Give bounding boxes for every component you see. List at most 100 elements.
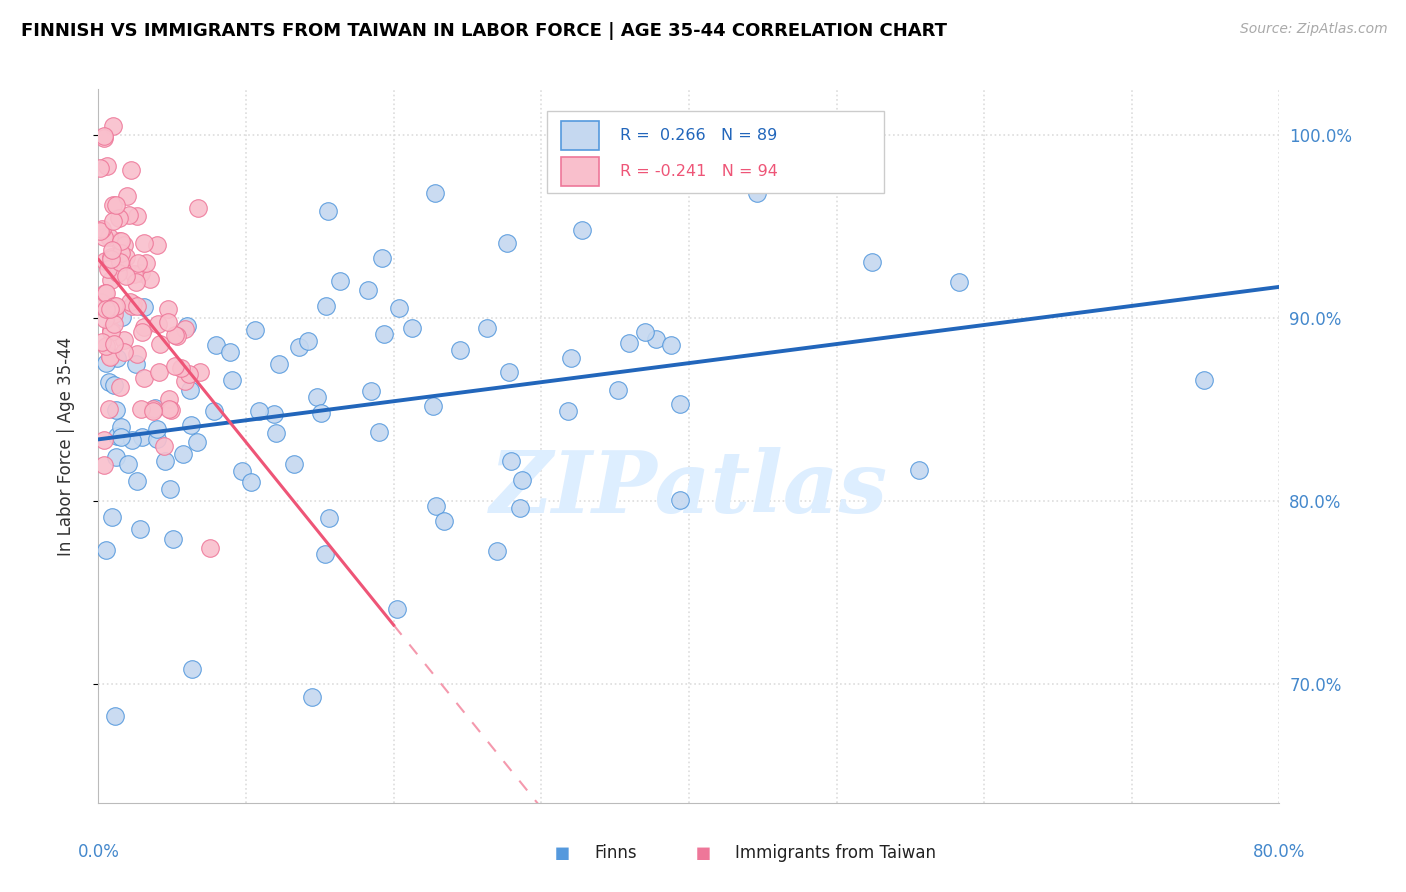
Point bbox=[128, 522, 150, 536]
Point bbox=[172, 447, 194, 461]
Point bbox=[96, 159, 118, 173]
Point bbox=[120, 163, 142, 178]
Point bbox=[114, 250, 136, 264]
Point bbox=[129, 401, 152, 416]
Text: Finns: Finns bbox=[595, 844, 637, 862]
Point bbox=[243, 323, 266, 337]
Point bbox=[110, 430, 132, 444]
Point bbox=[93, 230, 115, 244]
Point bbox=[501, 454, 523, 468]
Point bbox=[94, 356, 117, 370]
Point bbox=[110, 254, 132, 268]
Text: R =  0.266   N = 89: R = 0.266 N = 89 bbox=[620, 128, 778, 143]
Point bbox=[94, 338, 117, 352]
Point bbox=[98, 376, 121, 390]
Point bbox=[557, 404, 579, 418]
Point bbox=[131, 430, 153, 444]
Point bbox=[117, 458, 139, 472]
Point bbox=[93, 130, 115, 145]
Point bbox=[163, 359, 186, 373]
Point bbox=[219, 345, 242, 359]
Text: ▪: ▪ bbox=[554, 841, 571, 864]
Point bbox=[200, 541, 222, 556]
Point bbox=[103, 377, 125, 392]
Point bbox=[142, 404, 165, 418]
Point bbox=[143, 401, 166, 415]
Point bbox=[907, 463, 929, 477]
Point bbox=[135, 256, 157, 270]
Point bbox=[125, 210, 148, 224]
Point bbox=[146, 238, 169, 252]
Point bbox=[170, 360, 193, 375]
Point bbox=[645, 332, 668, 346]
Point bbox=[100, 349, 122, 363]
Point bbox=[188, 365, 211, 379]
Point bbox=[283, 457, 305, 471]
Point bbox=[127, 256, 149, 270]
Point bbox=[134, 300, 156, 314]
Point bbox=[387, 301, 409, 315]
Point bbox=[100, 256, 122, 270]
Point bbox=[162, 532, 184, 546]
Point bbox=[122, 267, 145, 281]
Point bbox=[100, 325, 122, 339]
Point bbox=[186, 434, 208, 449]
Point bbox=[425, 499, 447, 513]
Point bbox=[159, 482, 181, 496]
Point bbox=[371, 251, 394, 265]
Point bbox=[301, 690, 323, 705]
Point bbox=[157, 302, 180, 317]
Text: ▪: ▪ bbox=[695, 841, 711, 864]
Point bbox=[202, 404, 225, 418]
Point bbox=[153, 439, 176, 453]
Point bbox=[373, 326, 395, 341]
Point bbox=[125, 275, 148, 289]
Point bbox=[139, 272, 162, 286]
Point bbox=[93, 433, 115, 447]
Point bbox=[221, 373, 243, 387]
Point bbox=[509, 501, 531, 516]
Point bbox=[263, 407, 285, 421]
Point bbox=[110, 310, 132, 324]
Point bbox=[100, 273, 122, 287]
Point bbox=[108, 380, 131, 394]
Text: Immigrants from Taiwan: Immigrants from Taiwan bbox=[735, 844, 936, 862]
Point bbox=[132, 236, 155, 251]
Point bbox=[173, 322, 195, 336]
Point bbox=[231, 464, 253, 478]
Point bbox=[496, 236, 519, 251]
Point bbox=[112, 345, 135, 359]
Point bbox=[131, 326, 153, 340]
Point bbox=[97, 402, 120, 417]
Point bbox=[110, 234, 132, 248]
Point bbox=[107, 266, 129, 280]
Point bbox=[91, 334, 114, 349]
Point bbox=[91, 222, 114, 236]
Point bbox=[112, 333, 135, 347]
Point bbox=[103, 254, 125, 268]
Point bbox=[315, 299, 337, 313]
Point bbox=[512, 473, 534, 487]
Point bbox=[669, 397, 692, 411]
Point bbox=[127, 347, 149, 361]
Point bbox=[94, 286, 117, 301]
Point bbox=[100, 252, 122, 266]
Point bbox=[103, 300, 125, 314]
Point bbox=[311, 406, 333, 420]
Point bbox=[105, 450, 128, 464]
Point bbox=[89, 224, 111, 238]
Point bbox=[101, 214, 124, 228]
Point bbox=[148, 318, 170, 332]
Point bbox=[149, 336, 172, 351]
Point bbox=[115, 268, 138, 283]
Point bbox=[187, 201, 209, 215]
Point bbox=[93, 458, 115, 472]
Point bbox=[165, 327, 187, 342]
Point bbox=[118, 208, 141, 222]
Point bbox=[607, 384, 630, 398]
Text: 80.0%: 80.0% bbox=[1253, 843, 1306, 861]
Text: Source: ZipAtlas.com: Source: ZipAtlas.com bbox=[1240, 22, 1388, 37]
Point bbox=[142, 402, 165, 417]
Point bbox=[93, 129, 115, 144]
Point bbox=[240, 475, 263, 489]
